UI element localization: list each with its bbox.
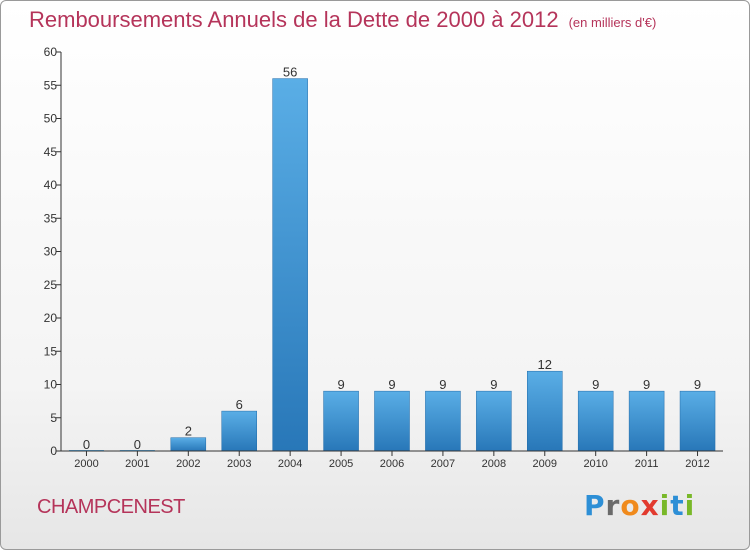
- logo-letter: P: [584, 489, 606, 522]
- data-label-2005: 9: [337, 377, 344, 392]
- y-tick-label-40: 40: [44, 178, 58, 192]
- x-tick-label-2010: 2010: [583, 458, 607, 470]
- bar-2012: [679, 390, 716, 452]
- axes-group: 2000 2001 2002 2003 2004 2005 2006 2007 2008 2009…: [44, 45, 723, 470]
- data-label-2007: 9: [439, 377, 446, 392]
- bar-2010: [577, 390, 614, 452]
- y-tick-label-35: 35: [44, 211, 58, 225]
- data-label-2009: 12: [538, 357, 552, 372]
- y-tick-label-25: 25: [44, 278, 58, 292]
- data-label-2000: 0: [83, 437, 90, 452]
- data-label-2006: 9: [388, 377, 395, 392]
- x-tick-label-2009: 2009: [533, 458, 557, 470]
- chart-unit: (en milliers d'€): [568, 15, 657, 30]
- chart-title: Remboursements Annuels de la Dette de 20…: [29, 7, 656, 33]
- x-tick-label-2007: 2007: [431, 458, 455, 470]
- bar-2004: [272, 78, 308, 452]
- data-label-2008: 9: [490, 377, 497, 392]
- bar-2003: [221, 410, 257, 452]
- x-tick-label-2008: 2008: [482, 458, 506, 470]
- x-tick-label-2001: 2001: [125, 458, 149, 470]
- bar-2005: [323, 390, 359, 452]
- y-tick-label-45: 45: [44, 145, 58, 159]
- x-tick-label-2000: 2000: [74, 458, 98, 470]
- bar-2008: [476, 390, 512, 452]
- logo-letter: t: [670, 489, 685, 522]
- data-label-2010: 9: [592, 377, 599, 392]
- logo-letter: r: [605, 489, 621, 522]
- x-tick-label-2003: 2003: [227, 458, 251, 470]
- logo-letter: x: [640, 489, 660, 522]
- y-tick-label-55: 55: [44, 78, 58, 92]
- y-tick-label-5: 5: [50, 411, 57, 425]
- proxiti-logo: Proxiti: [584, 489, 695, 522]
- data-label-2003: 6: [236, 397, 243, 412]
- bar-2006: [374, 390, 410, 452]
- data-label-2012: 9: [694, 377, 701, 392]
- bars-group: 0 0 2 6 56 9 9 9 9 12 9 9 9: [68, 65, 716, 452]
- y-tick-label-20: 20: [44, 311, 58, 325]
- data-label-2001: 0: [134, 437, 141, 452]
- x-tick-label-2006: 2006: [380, 458, 404, 470]
- data-label-2011: 9: [643, 377, 650, 392]
- bar-2011: [628, 390, 665, 452]
- logo-letter: i: [684, 489, 696, 522]
- data-label-2004: 56: [283, 65, 297, 80]
- y-tick-label-15: 15: [44, 344, 58, 358]
- y-tick-label-50: 50: [44, 112, 58, 126]
- x-tick-label-2004: 2004: [278, 458, 302, 470]
- x-tick-label-2002: 2002: [176, 458, 200, 470]
- title-text: Remboursements Annuels de la Dette de 20…: [29, 7, 559, 32]
- commune-name: CHAMPCENEST: [37, 496, 185, 518]
- x-tick-label-2011: 2011: [635, 458, 659, 470]
- y-tick-label-60: 60: [44, 45, 58, 59]
- y-tick-label-30: 30: [44, 245, 58, 259]
- bar-2009: [527, 370, 563, 452]
- bar-2002: [170, 437, 207, 452]
- x-tick-label-2005: 2005: [329, 458, 353, 470]
- logo-letter: o: [620, 489, 641, 522]
- x-tick-label-2012: 2012: [685, 458, 709, 470]
- data-label-2002: 2: [185, 424, 192, 439]
- bar-2007: [425, 390, 461, 452]
- y-tick-label-10: 10: [44, 378, 58, 392]
- logo-letter: i: [659, 489, 671, 522]
- y-tick-label-0: 0: [50, 444, 57, 458]
